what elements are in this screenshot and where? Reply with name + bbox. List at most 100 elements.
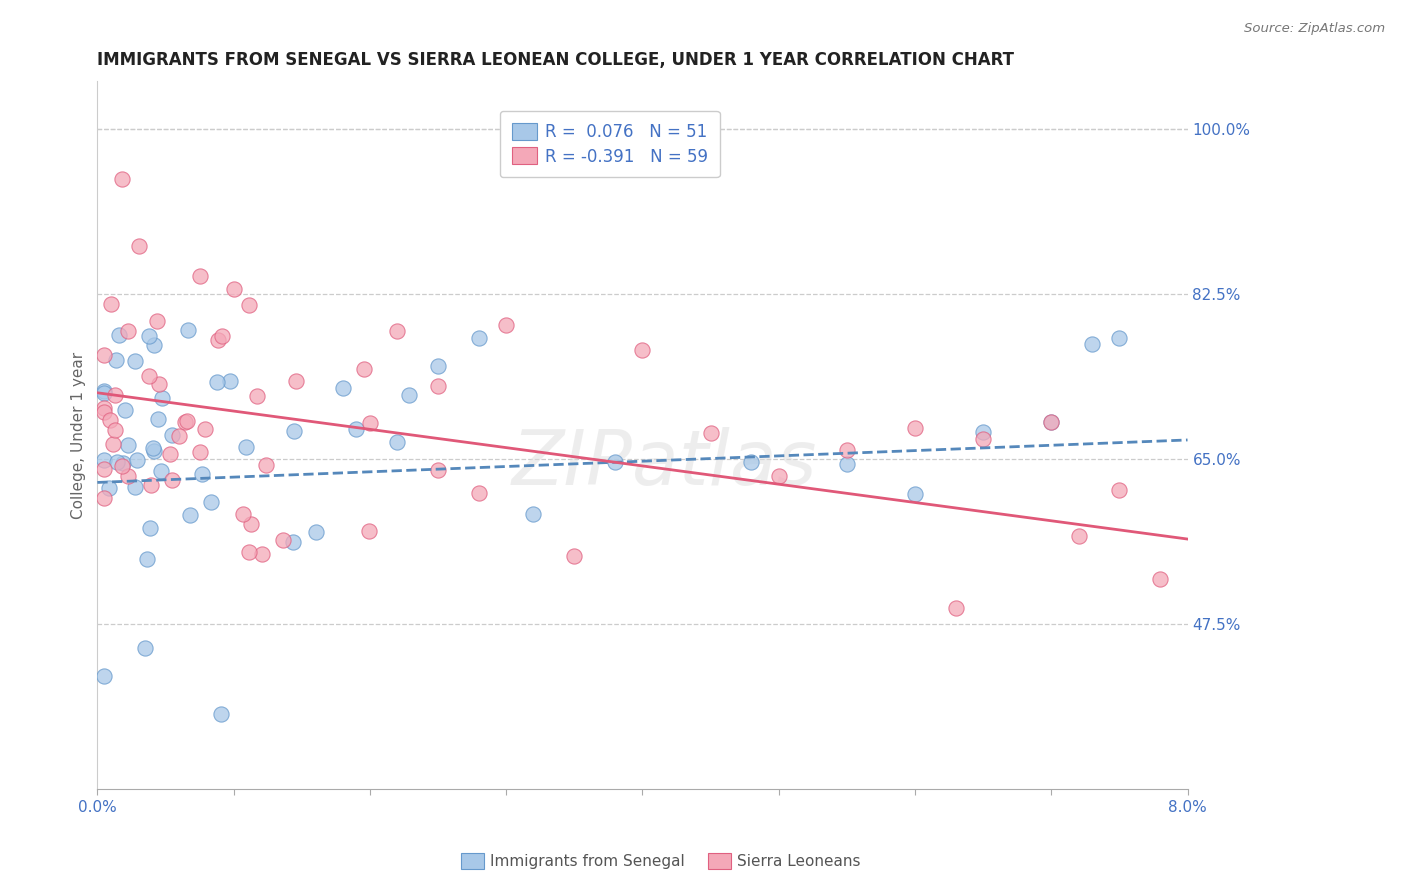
Point bbox=[107, 327, 129, 342]
Point bbox=[100, 296, 122, 310]
Point bbox=[146, 412, 169, 426]
Legend: R =  0.076   N = 51, R = -0.391   N = 59: R = 0.076 N = 51, R = -0.391 N = 59 bbox=[501, 111, 720, 178]
Point bbox=[162, 427, 184, 442]
Point bbox=[159, 446, 181, 460]
Point bbox=[139, 521, 162, 535]
Point bbox=[150, 391, 173, 405]
Point bbox=[246, 389, 269, 403]
Point bbox=[188, 445, 211, 459]
Y-axis label: College, Under 1 year: College, Under 1 year bbox=[72, 351, 86, 519]
Point bbox=[385, 324, 408, 338]
Point bbox=[200, 494, 222, 508]
Point bbox=[285, 374, 308, 388]
Point bbox=[232, 507, 254, 521]
Point bbox=[283, 424, 305, 438]
Point bbox=[93, 669, 115, 683]
Point bbox=[904, 486, 927, 500]
Point bbox=[353, 362, 375, 376]
Point bbox=[93, 462, 115, 476]
Point bbox=[972, 425, 994, 440]
Point bbox=[332, 381, 354, 395]
Point bbox=[117, 468, 139, 483]
Point bbox=[427, 359, 450, 373]
Point bbox=[124, 354, 146, 368]
Point bbox=[205, 375, 228, 389]
Point bbox=[945, 601, 967, 615]
Point bbox=[167, 429, 190, 443]
Point bbox=[359, 416, 381, 430]
Point bbox=[1081, 336, 1104, 351]
Point bbox=[699, 425, 721, 440]
Point bbox=[357, 524, 380, 538]
Point bbox=[250, 547, 273, 561]
Point bbox=[972, 432, 994, 446]
Point bbox=[222, 282, 245, 296]
Point bbox=[124, 480, 146, 494]
Point bbox=[495, 318, 517, 333]
Point bbox=[101, 437, 124, 451]
Point bbox=[207, 333, 229, 347]
Point bbox=[238, 298, 260, 312]
Point bbox=[385, 434, 408, 449]
Point bbox=[835, 443, 858, 458]
Point bbox=[98, 481, 121, 495]
Point bbox=[254, 458, 277, 473]
Point bbox=[427, 379, 450, 393]
Point bbox=[134, 640, 156, 655]
Legend: Immigrants from Senegal, Sierra Leoneans: Immigrants from Senegal, Sierra Leoneans bbox=[456, 847, 866, 875]
Point bbox=[1067, 529, 1090, 543]
Point bbox=[211, 328, 233, 343]
Point bbox=[235, 440, 257, 454]
Point bbox=[740, 455, 762, 469]
Point bbox=[111, 456, 134, 470]
Point bbox=[135, 552, 157, 566]
Point bbox=[111, 171, 134, 186]
Point bbox=[93, 491, 115, 505]
Point bbox=[110, 459, 132, 474]
Point bbox=[522, 507, 544, 521]
Point bbox=[138, 369, 160, 384]
Text: IMMIGRANTS FROM SENEGAL VS SIERRA LEONEAN COLLEGE, UNDER 1 YEAR CORRELATION CHAR: IMMIGRANTS FROM SENEGAL VS SIERRA LEONEA… bbox=[97, 51, 1014, 69]
Point bbox=[104, 388, 127, 402]
Point bbox=[835, 457, 858, 471]
Point bbox=[1040, 415, 1063, 429]
Point bbox=[427, 463, 450, 477]
Point bbox=[100, 413, 122, 427]
Point bbox=[1108, 331, 1130, 345]
Point bbox=[631, 343, 654, 358]
Point bbox=[1108, 483, 1130, 497]
Point bbox=[93, 386, 115, 401]
Point bbox=[177, 323, 200, 337]
Point bbox=[93, 401, 115, 416]
Point bbox=[191, 467, 214, 481]
Point bbox=[305, 524, 328, 539]
Point bbox=[114, 403, 136, 417]
Point bbox=[141, 441, 163, 455]
Point bbox=[176, 414, 198, 428]
Point bbox=[93, 453, 115, 467]
Point bbox=[148, 376, 170, 391]
Point bbox=[143, 338, 166, 352]
Point bbox=[188, 269, 211, 284]
Point bbox=[193, 422, 215, 436]
Point bbox=[149, 464, 172, 478]
Point bbox=[145, 314, 167, 328]
Point bbox=[344, 422, 367, 436]
Point bbox=[605, 455, 627, 469]
Point bbox=[468, 331, 491, 345]
Point bbox=[173, 415, 195, 429]
Point bbox=[138, 329, 160, 343]
Point bbox=[93, 405, 115, 419]
Point bbox=[562, 549, 585, 563]
Text: Source: ZipAtlas.com: Source: ZipAtlas.com bbox=[1244, 22, 1385, 36]
Point bbox=[209, 706, 232, 721]
Point bbox=[1149, 572, 1171, 586]
Point bbox=[125, 453, 148, 467]
Text: ZIPatlas: ZIPatlas bbox=[512, 426, 817, 500]
Point bbox=[1040, 415, 1063, 429]
Point bbox=[219, 375, 242, 389]
Point bbox=[768, 469, 790, 483]
Point bbox=[117, 438, 139, 452]
Point bbox=[117, 324, 139, 338]
Point bbox=[398, 388, 420, 402]
